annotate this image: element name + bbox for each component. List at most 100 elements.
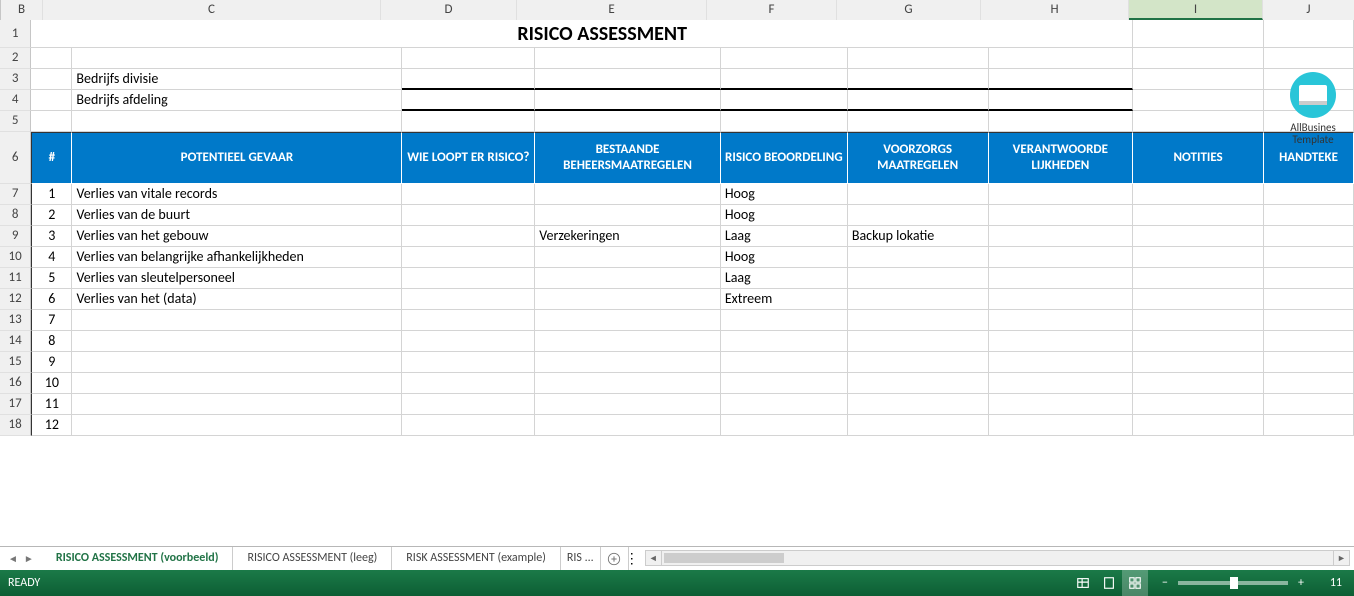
row-header-6[interactable]: 6 [0,132,31,184]
responsibilities-16[interactable] [989,373,1134,394]
controls-14[interactable] [535,331,721,352]
controls-9[interactable]: Verzekeringen [535,226,721,247]
row-header-3[interactable]: 3 [0,69,31,90]
notes-16[interactable] [1133,373,1264,394]
hazard-8[interactable]: Verlies van de buurt [72,205,402,226]
notes-13[interactable] [1133,310,1264,331]
cell-r2-7[interactable] [1133,48,1264,69]
row-num-14[interactable]: 8 [31,331,72,352]
notes-10[interactable] [1133,247,1264,268]
col-header-H[interactable]: H [981,0,1129,20]
page-layout-view-icon[interactable] [1096,570,1122,596]
row-header-14[interactable]: 14 [0,331,31,352]
precautions-8[interactable] [848,205,989,226]
cell-r5-3[interactable] [535,111,721,132]
col-header-E[interactable]: E [517,0,707,20]
responsibilities-18[interactable] [989,415,1134,436]
controls-18[interactable] [535,415,721,436]
rating-12[interactable]: Extreem [721,289,848,310]
hazard-12[interactable]: Verlies van het (data) [72,289,402,310]
cell-r5-7[interactable] [1133,111,1264,132]
cell-r5-0[interactable] [31,111,72,132]
cell-r2-3[interactable] [535,48,721,69]
who-7[interactable] [402,184,535,205]
cell-r2-8[interactable] [1264,48,1354,69]
signature-12[interactable] [1264,289,1354,310]
cell-r5-1[interactable] [72,111,402,132]
header-precautions[interactable]: VOORZORGS MAATREGELEN [848,132,989,184]
precautions-9[interactable]: Backup lokatie [848,226,989,247]
department-underline-6[interactable] [989,90,1134,111]
precautions-16[interactable] [848,373,989,394]
controls-13[interactable] [535,310,721,331]
cell-b1[interactable] [31,20,72,48]
rating-14[interactable] [721,331,848,352]
rating-9[interactable]: Laag [721,226,848,247]
responsibilities-13[interactable] [989,310,1134,331]
hazard-13[interactable] [72,310,402,331]
division-underline-2[interactable] [402,69,535,90]
cell-r5-4[interactable] [721,111,848,132]
row-header-4[interactable]: 4 [0,90,31,111]
precautions-10[interactable] [848,247,989,268]
cell-j1[interactable] [1264,20,1354,48]
signature-18[interactable] [1264,415,1354,436]
controls-8[interactable] [535,205,721,226]
precautions-15[interactable] [848,352,989,373]
row-num-9[interactable]: 3 [31,226,72,247]
controls-15[interactable] [535,352,721,373]
row-header-17[interactable]: 17 [0,394,31,415]
rating-8[interactable]: Hoog [721,205,848,226]
header-who[interactable]: WIE LOOPT ER RISICO? [402,132,535,184]
sheet-tab-1[interactable]: RISICO ASSESSMENT (leeg) [233,547,392,570]
controls-17[interactable] [535,394,721,415]
who-8[interactable] [402,205,535,226]
tab-prev-icon[interactable]: ◄ [8,552,18,565]
row-num-12[interactable]: 6 [31,289,72,310]
signature-9[interactable] [1264,226,1354,247]
row-header-12[interactable]: 12 [0,289,31,310]
col-header-B[interactable]: B [1,0,43,20]
who-16[interactable] [402,373,535,394]
notes-11[interactable] [1133,268,1264,289]
row-num-7[interactable]: 1 [31,184,72,205]
who-18[interactable] [402,415,535,436]
row-header-7[interactable]: 7 [0,184,31,205]
department-underline-4[interactable] [721,90,848,111]
row-header-11[interactable]: 11 [0,268,31,289]
zoom-value[interactable]: 11 [1314,576,1348,590]
cell-b4[interactable] [31,90,72,111]
responsibilities-9[interactable] [989,226,1134,247]
responsibilities-11[interactable] [989,268,1134,289]
row-num-8[interactable]: 2 [31,205,72,226]
col-header-G[interactable]: G [837,0,981,20]
rating-15[interactable] [721,352,848,373]
normal-view-icon[interactable] [1070,570,1096,596]
controls-11[interactable] [535,268,721,289]
responsibilities-12[interactable] [989,289,1134,310]
responsibilities-8[interactable] [989,205,1134,226]
precautions-18[interactable] [848,415,989,436]
header-notes[interactable]: NOTITIES [1133,132,1264,184]
cell-i4[interactable] [1133,90,1264,111]
rating-11[interactable]: Laag [721,268,848,289]
who-11[interactable] [402,268,535,289]
hazard-10[interactable]: Verlies van belangrijke afhankelijkheden [72,247,402,268]
signature-16[interactable] [1264,373,1354,394]
tab-overflow[interactable]: RIS ... [561,547,601,570]
notes-12[interactable] [1133,289,1264,310]
rating-10[interactable]: Hoog [721,247,848,268]
cell-b3[interactable] [31,69,72,90]
rating-17[interactable] [721,394,848,415]
header-hazard[interactable]: POTENTIEEL GEVAAR [72,132,402,184]
signature-10[interactable] [1264,247,1354,268]
row-num-15[interactable]: 9 [31,352,72,373]
precautions-12[interactable] [848,289,989,310]
hazard-14[interactable] [72,331,402,352]
row-header-13[interactable]: 13 [0,310,31,331]
row-header-9[interactable]: 9 [0,226,31,247]
sheet-tab-0[interactable]: RISICO ASSESSMENT (voorbeeld) [42,547,234,570]
row-header-15[interactable]: 15 [0,352,31,373]
hazard-7[interactable]: Verlies van vitale records [72,184,402,205]
cell-r2-5[interactable] [848,48,989,69]
